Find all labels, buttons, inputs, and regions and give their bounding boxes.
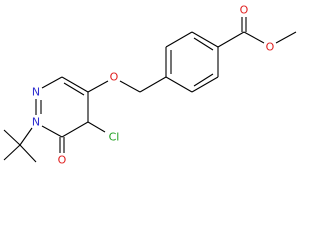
bond xyxy=(165,31,193,48)
bond xyxy=(61,121,89,138)
bond xyxy=(41,125,63,138)
atom-label: N xyxy=(32,116,40,129)
bond xyxy=(165,76,193,93)
bond xyxy=(63,82,85,96)
bond xyxy=(3,144,21,161)
bond xyxy=(19,127,33,146)
bond xyxy=(217,31,245,48)
bond xyxy=(61,76,89,93)
bond xyxy=(87,80,109,93)
atom-label: N xyxy=(32,86,40,99)
bond xyxy=(191,31,219,48)
atom-label: O xyxy=(58,154,67,167)
bond xyxy=(19,144,37,163)
bond xyxy=(275,31,297,44)
atom-label: O xyxy=(110,71,119,84)
bond xyxy=(139,76,167,93)
bond xyxy=(119,80,141,93)
bond xyxy=(193,37,214,51)
page: {"atoms": {"n_ring_top": "N", "n_ring_tb… xyxy=(3,3,297,167)
atom-label: Cl xyxy=(109,131,120,144)
bond xyxy=(193,73,214,87)
structure-diagram: N N O Cl O O O xyxy=(3,4,297,167)
bond xyxy=(3,129,21,146)
bond xyxy=(87,121,106,133)
bond xyxy=(41,76,63,89)
atom-label: O xyxy=(266,41,275,54)
bonds xyxy=(3,17,297,163)
atom-label: O xyxy=(240,4,249,17)
bond xyxy=(243,31,265,44)
bond xyxy=(191,76,219,93)
